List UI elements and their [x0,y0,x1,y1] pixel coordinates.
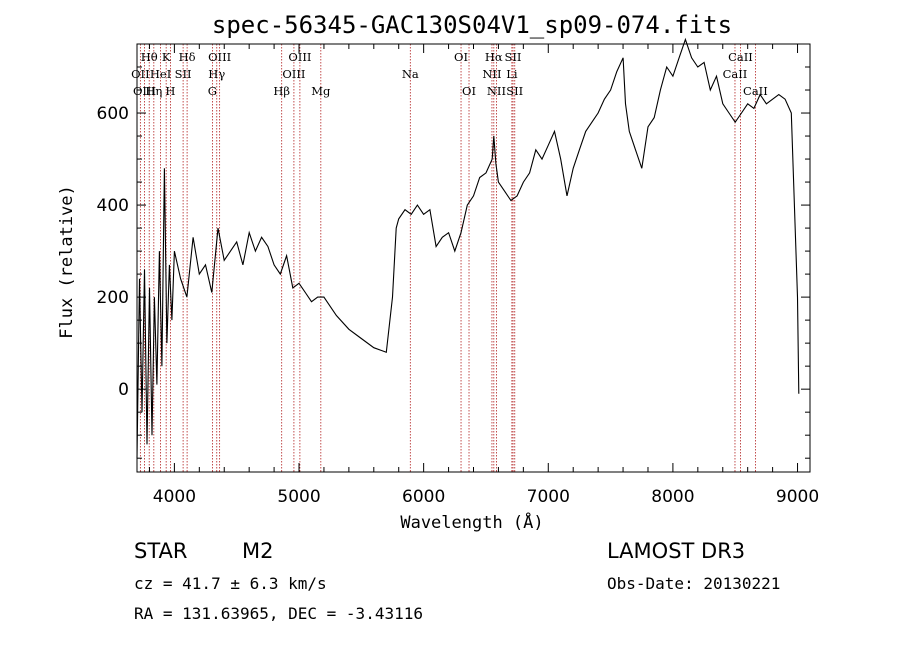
spectral-line-label: OIII [133,84,156,98]
spectral-line-label: Hδ [179,50,196,64]
redshift-readout: cz = 41.7 ± 6.3 km/s [134,574,327,593]
spectral-line-label: Na [402,67,419,81]
y-tick-label: 400 [97,196,129,216]
spectral-line-label: OIII [208,50,231,64]
spectral-line-label: K [162,50,171,64]
spectral-line-label: OI [462,84,476,98]
spectral-line-label: CaII [723,67,748,81]
object-subclass: M2 [242,539,274,563]
y-axis-ticks: 0 200 400 600 [97,43,810,459]
spectral-line-label: OIII [288,50,311,64]
spectral-line-markers [139,44,756,472]
spectral-line-label: CaII [743,84,768,98]
coordinates-readout: RA = 131.63965, DEC = -3.43116 [134,604,423,623]
spectral-line-label: SII [506,84,523,98]
spectral-line-label: OIII [282,67,305,81]
spectral-line-label: Hη [145,84,162,98]
spectral-line-label: Hα [485,50,503,64]
spectral-line-label: OII [131,67,150,81]
spectral-line-label: SII [505,50,522,64]
chart-title: spec-56345-GAC130S04V1_sp09-074.fits [212,11,732,39]
x-tick-label: 6000 [402,487,445,507]
spectral-line-label: OI [454,50,468,64]
spectral-line-label: Li [506,67,518,81]
x-tick-label: 5000 [277,487,320,507]
spectral-line-label: Hθ [141,50,158,64]
spectral-line-label: NII [482,67,501,81]
y-tick-label: 600 [97,104,129,124]
spectral-line-label: H [165,84,175,98]
spectral-line-label: Hβ [273,84,290,98]
flux-series-line [136,37,800,459]
x-tick-label: 7000 [527,487,570,507]
spectral-line-label: G [208,84,217,98]
observation-date: Obs-Date: 20130221 [607,574,781,593]
y-axis-label: Flux (relative) [57,185,77,339]
spectral-line-label: SII [175,67,192,81]
x-tick-label: 4000 [153,487,196,507]
x-axis-ticks: 4000 5000 6000 7000 8000 9000 [148,44,819,507]
plot-frame [136,43,811,473]
spectral-line-label: Hγ [208,67,225,81]
y-tick-label: 200 [97,288,129,308]
spectral-line-label: CaII [728,50,753,64]
survey-name: LAMOST DR3 [607,539,746,563]
spectral-line-label: HeI [150,67,171,81]
x-tick-label: 9000 [776,487,819,507]
y-tick-label: 0 [118,380,129,400]
spectral-line-label: NII [487,84,506,98]
spectral-line-label: Mg [311,84,331,98]
object-class: STAR [134,539,188,563]
x-axis-label: Wavelength (Å) [400,511,543,533]
x-tick-label: 8000 [651,487,694,507]
